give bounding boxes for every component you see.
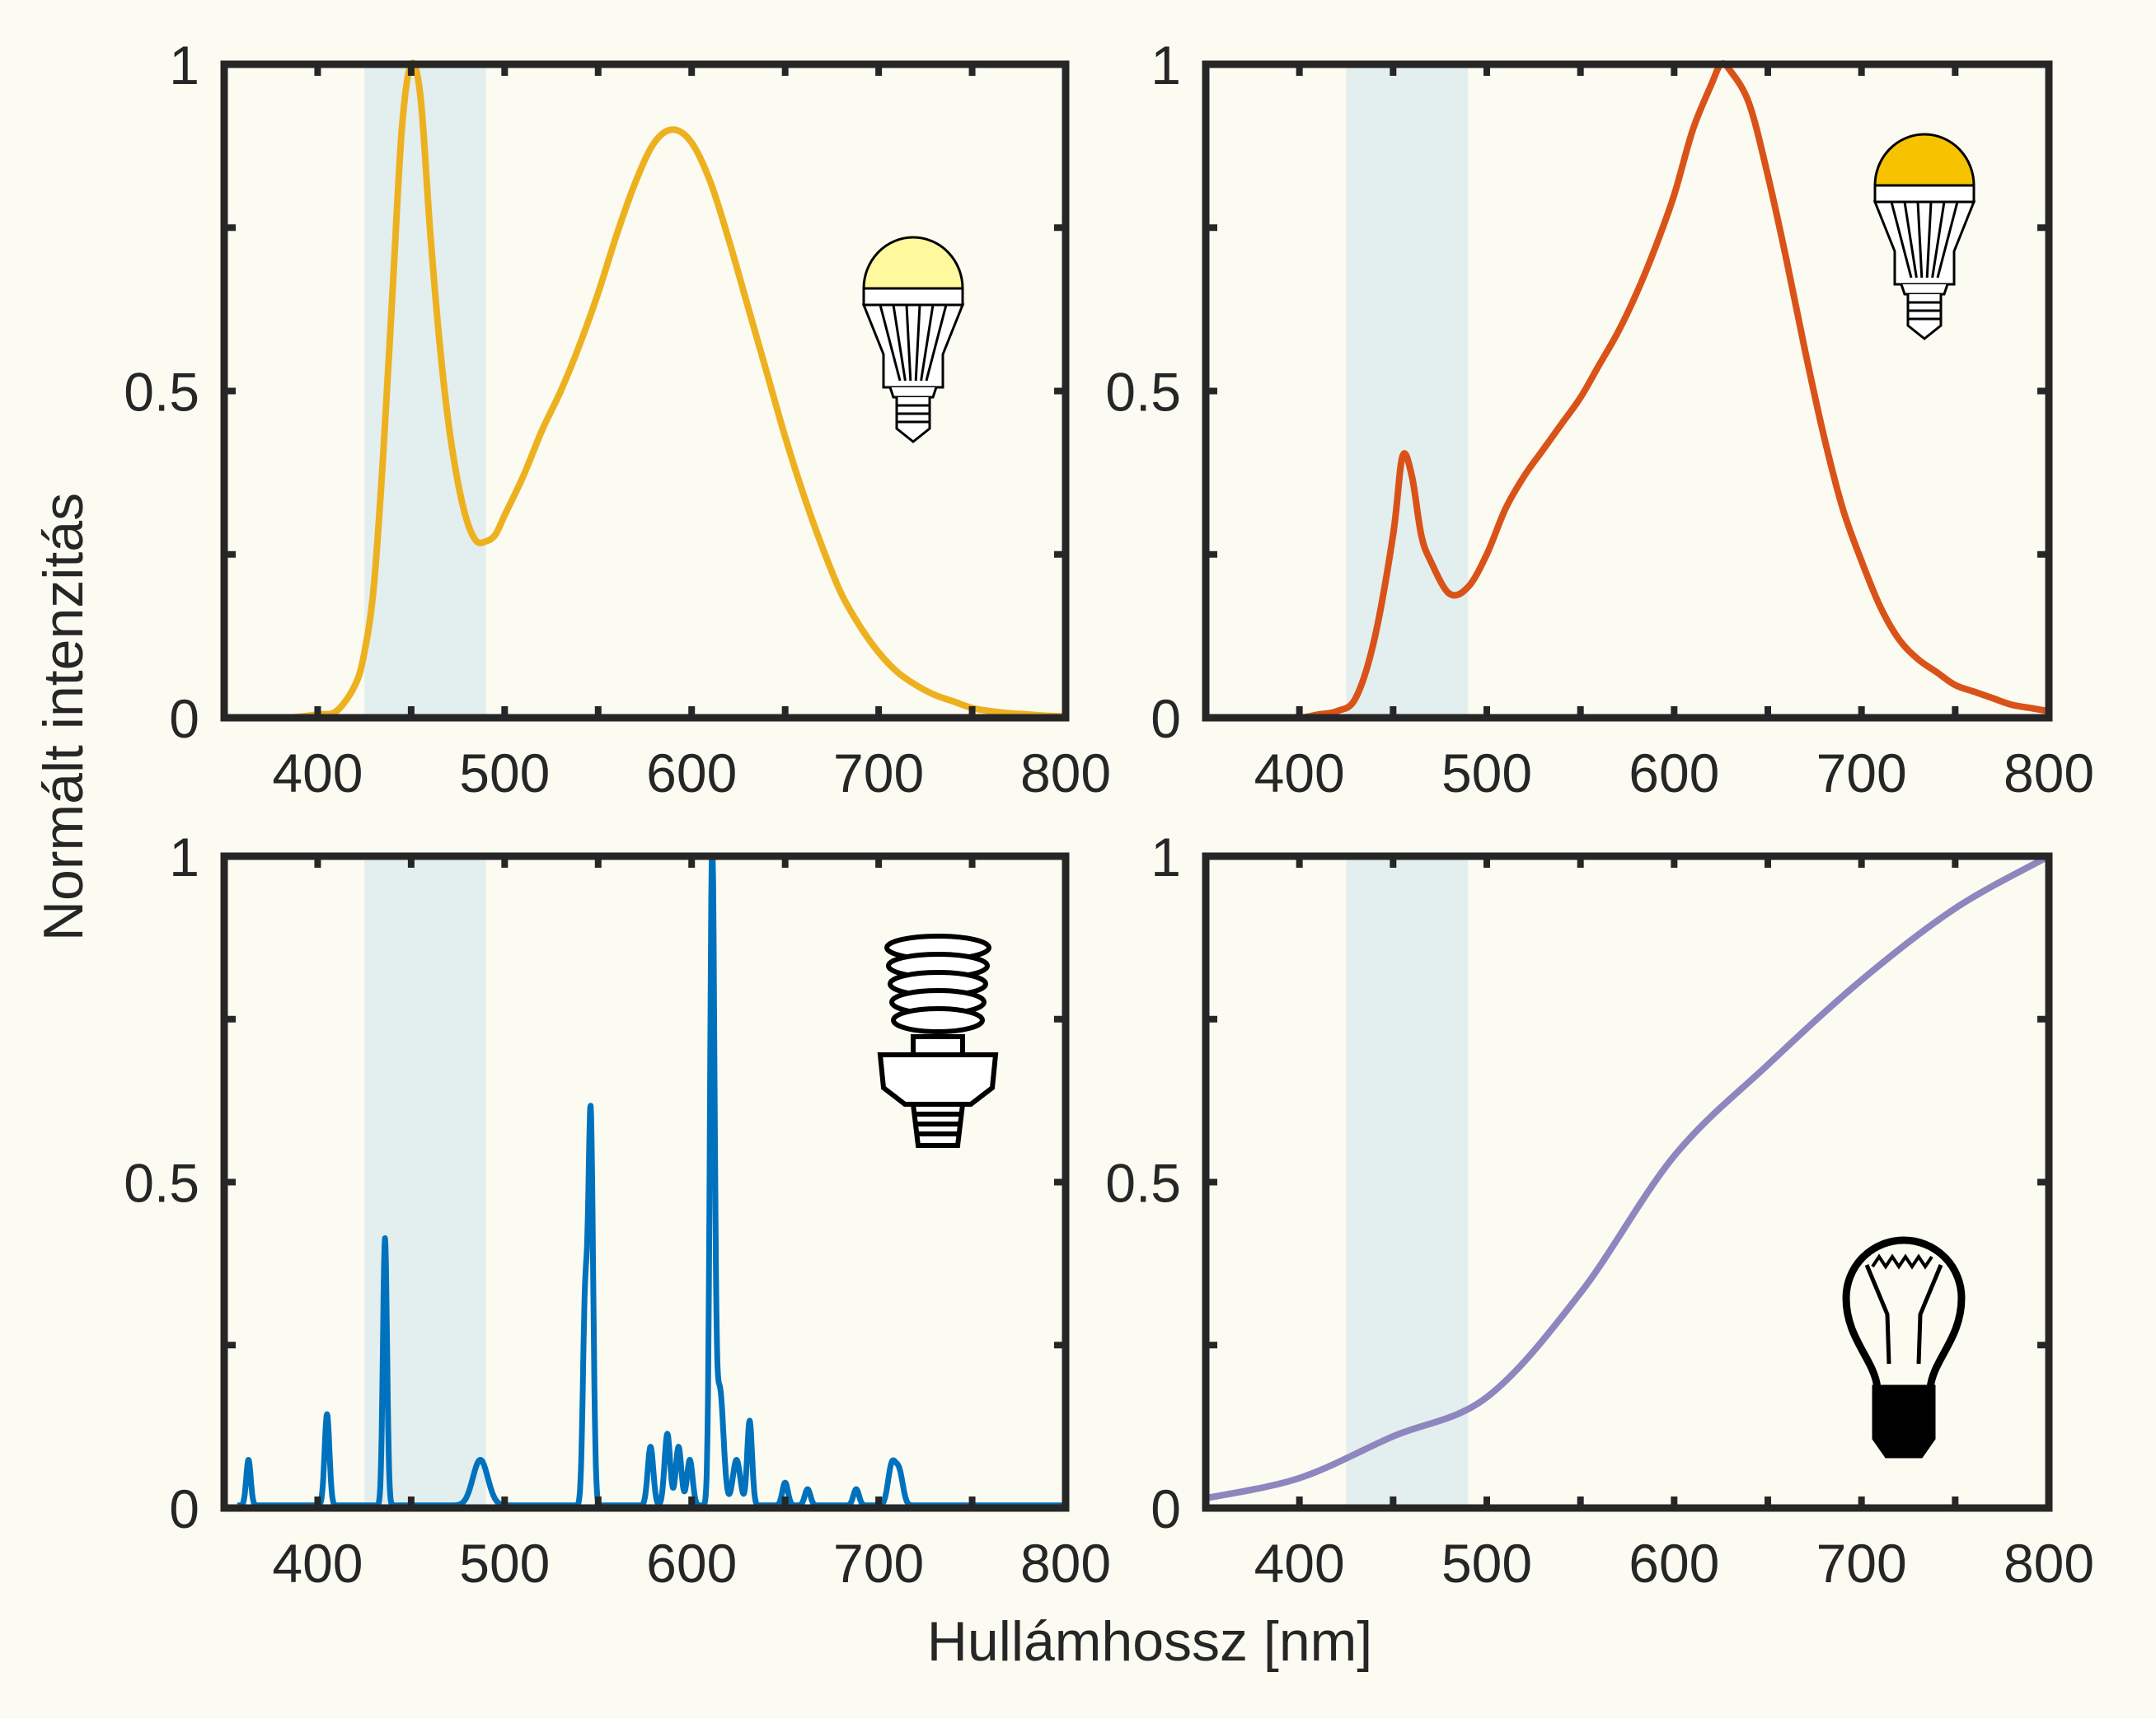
y-tick-label: 0 — [169, 688, 199, 749]
bulb-dome — [862, 236, 964, 290]
incandescent-bulb-icon — [1842, 1236, 1966, 1459]
bulb-fin — [1936, 201, 1959, 279]
led-bulb-amber-icon — [1872, 133, 1976, 340]
bulb-glass — [1842, 1236, 1966, 1389]
spectrum-line — [288, 59, 1066, 721]
x-tick-label: 600 — [1629, 742, 1719, 803]
bulb-fin — [879, 304, 902, 382]
bulb-body — [1872, 200, 1976, 286]
y-tick-label: 1 — [1151, 827, 1181, 888]
x-tick-label: 600 — [646, 1533, 737, 1594]
x-tick-label: 800 — [2004, 1533, 2094, 1594]
x-tick-label: 800 — [2004, 742, 2094, 803]
filament-lead — [1864, 1264, 1891, 1365]
x-tick-label: 400 — [1254, 742, 1345, 803]
bulb-base — [895, 397, 931, 443]
x-tick-label: 800 — [1020, 1533, 1111, 1594]
y-tick-label: 1 — [169, 827, 199, 888]
bulb-fin — [920, 304, 935, 382]
y-tick-label: 0 — [1151, 688, 1181, 749]
bulb-dome — [1873, 133, 1976, 187]
y-tick-label: 0 — [1151, 1478, 1181, 1539]
bulb-ring — [1873, 184, 1976, 204]
highlight-band — [1346, 856, 1469, 1508]
bulb-fin — [925, 304, 948, 382]
bulb-body — [861, 303, 965, 389]
y-tick-label: 0 — [169, 1478, 199, 1539]
bulb-fin — [914, 304, 921, 382]
x-tick-label: 500 — [459, 1533, 550, 1594]
spectrum-line — [1205, 853, 2051, 1502]
y-tick-label: 0.5 — [124, 1153, 199, 1214]
y-tick-label: 0.5 — [124, 362, 199, 423]
x-tick-label: 600 — [1629, 1533, 1719, 1594]
bulb-ring — [862, 287, 964, 307]
axes-frame — [220, 60, 1070, 722]
x-tick-label: 700 — [833, 1533, 924, 1594]
axes-frame — [1202, 60, 2053, 722]
bulb-fin — [1931, 201, 1946, 279]
bulb-base — [1906, 294, 1943, 340]
cfl-ballast — [877, 1052, 999, 1107]
bulb-fin — [1925, 201, 1933, 279]
x-tick-label: 700 — [1816, 742, 1907, 803]
led-bulb-warm-icon — [861, 236, 965, 443]
bulb-screw-base — [1872, 1384, 1936, 1459]
x-tick-label: 800 — [1020, 742, 1111, 803]
y-tick-label: 0.5 — [1105, 362, 1181, 423]
cfl-neck — [911, 1034, 965, 1057]
x-tick-label: 500 — [1441, 1533, 1532, 1594]
x-axis-label: Hullámhossz [nm] — [927, 1610, 1372, 1673]
bulb-fin — [892, 304, 907, 382]
bulb-collar — [888, 386, 938, 399]
panel-bottom-right: 400 500 600 700 800 0 0.5 1 — [1105, 827, 2094, 1594]
bulb-fin — [1890, 201, 1913, 279]
panel-bottom-left: 400 500 600 700 800 0 0.5 1 — [124, 827, 1111, 1594]
y-tick-label: 1 — [1151, 35, 1181, 96]
bulb-collar — [1900, 283, 1949, 296]
highlight-band — [1346, 64, 1469, 718]
x-tick-label: 600 — [646, 742, 737, 803]
x-tick-label: 400 — [272, 1533, 363, 1594]
x-tick-label: 700 — [1816, 1533, 1907, 1594]
x-tick-label: 700 — [833, 742, 924, 803]
bulb-fin — [1916, 201, 1924, 279]
axes-frame — [1202, 852, 2053, 1512]
panel-top-right: 400 500 600 700 800 0 0.5 1 — [1105, 35, 2094, 803]
x-tick-label: 500 — [1441, 742, 1532, 803]
y-axis-label: Normált intenzitás — [32, 493, 95, 941]
x-tick-label: 400 — [1254, 1533, 1345, 1594]
bulb-fin — [905, 304, 912, 382]
y-tick-label: 1 — [169, 35, 199, 96]
y-tick-label: 0.5 — [1105, 1153, 1181, 1214]
axes-frame — [220, 852, 1070, 1512]
bulb-fin — [1903, 201, 1918, 279]
panel-top-left: 400 500 600 700 800 0 0.5 1 — [124, 35, 1111, 803]
x-tick-label: 400 — [272, 742, 363, 803]
spectrum-line — [1271, 60, 2050, 722]
cfl-bulb-icon — [877, 934, 999, 1148]
cfl-coil — [891, 1006, 985, 1034]
filament-lead — [1916, 1264, 1943, 1365]
filament — [1871, 1253, 1933, 1270]
x-tick-label: 500 — [459, 742, 550, 803]
